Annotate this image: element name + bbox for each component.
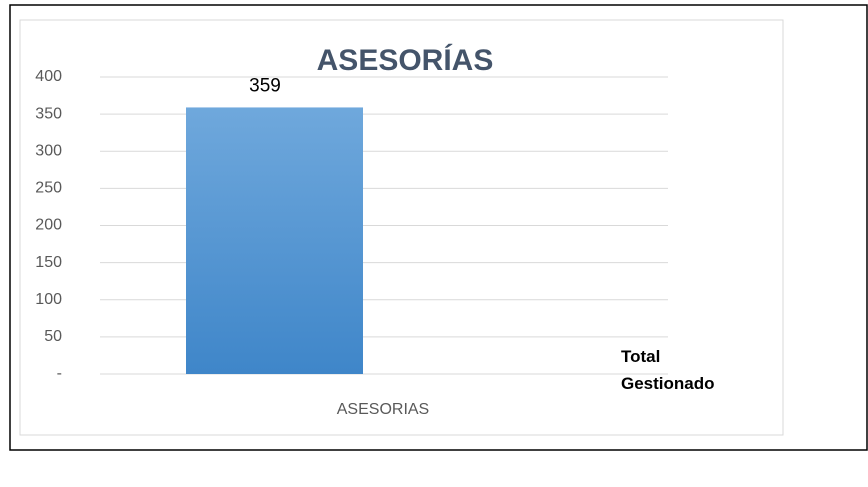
y-tick-label: 150 — [35, 254, 62, 271]
x-tick-label: ASESORIAS — [337, 401, 429, 418]
y-tick-label: 300 — [35, 142, 62, 159]
chart-title: ASESORÍAS — [317, 43, 494, 77]
y-tick-label: - — [57, 365, 62, 382]
bar — [186, 107, 363, 374]
y-tick-label: 250 — [35, 180, 62, 197]
y-tick-label: 50 — [44, 328, 62, 345]
y-tick-label: 350 — [35, 105, 62, 122]
y-tick-label: 200 — [35, 217, 62, 234]
y-tick-label: 400 — [35, 68, 62, 85]
data-label: 359 — [249, 75, 281, 96]
outer-frame — [9, 4, 868, 451]
chart-area — [19, 19, 784, 436]
legend-entry: Total Gestionado — [621, 347, 715, 393]
y-tick-label: 100 — [35, 291, 62, 308]
